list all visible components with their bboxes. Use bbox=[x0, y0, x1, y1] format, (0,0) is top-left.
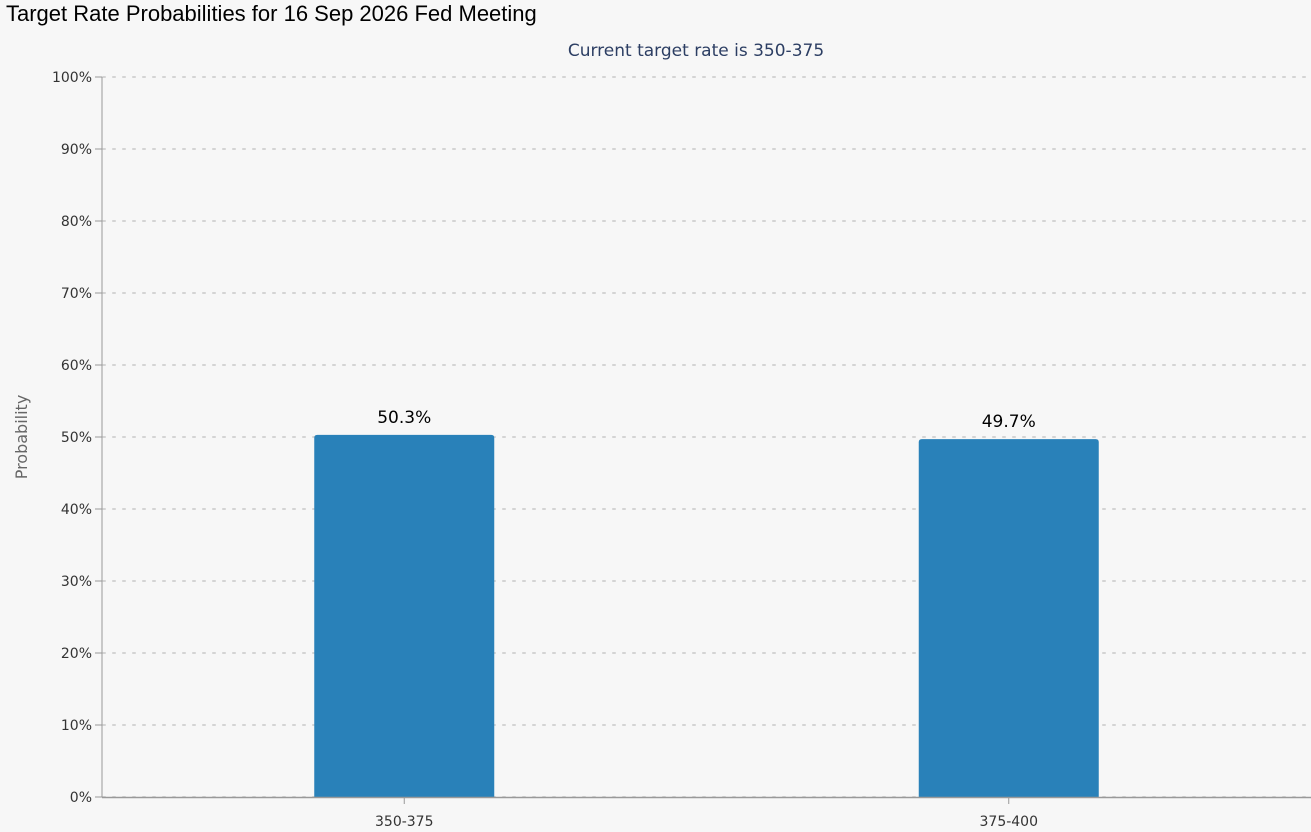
data-label-375-400: 49.7% bbox=[982, 412, 1036, 432]
y-tick-label: 60% bbox=[61, 358, 92, 374]
y-tick-label: 30% bbox=[61, 574, 92, 590]
bar-375-400[interactable] bbox=[918, 439, 1099, 797]
y-tick-label: 100% bbox=[52, 70, 92, 86]
y-tick-label: 70% bbox=[61, 286, 92, 302]
bar-350-375[interactable] bbox=[314, 434, 495, 797]
y-tick-label: 50% bbox=[61, 430, 92, 446]
y-axis-ticks: 0% 10% 20% 30% 40% 50% 60% 70% 80% 90% 100% bbox=[52, 70, 102, 806]
x-tick-label: 350-375 bbox=[375, 814, 434, 830]
y-tick-label: 40% bbox=[61, 502, 92, 518]
data-label-350-375: 50.3% bbox=[377, 408, 431, 428]
y-axis-title: Probability bbox=[12, 395, 31, 480]
y-tick-label: 10% bbox=[61, 718, 92, 734]
y-tick-label: 20% bbox=[61, 646, 92, 662]
y-tick-label: 90% bbox=[61, 142, 92, 158]
axes bbox=[101, 77, 1311, 799]
bars bbox=[314, 434, 1099, 797]
page-title: Target Rate Probabilities for 16 Sep 202… bbox=[6, 1, 537, 26]
gridlines bbox=[102, 76, 1311, 798]
data-labels: 50.3% 49.7% bbox=[377, 408, 1036, 432]
y-tick-label: 0% bbox=[70, 790, 92, 806]
x-axis-ticks: 350-375 375-400 bbox=[375, 797, 1038, 830]
x-tick-label: 375-400 bbox=[980, 814, 1039, 830]
y-tick-label: 80% bbox=[61, 214, 92, 230]
chart-subtitle: Current target rate is 350-375 bbox=[568, 41, 824, 61]
